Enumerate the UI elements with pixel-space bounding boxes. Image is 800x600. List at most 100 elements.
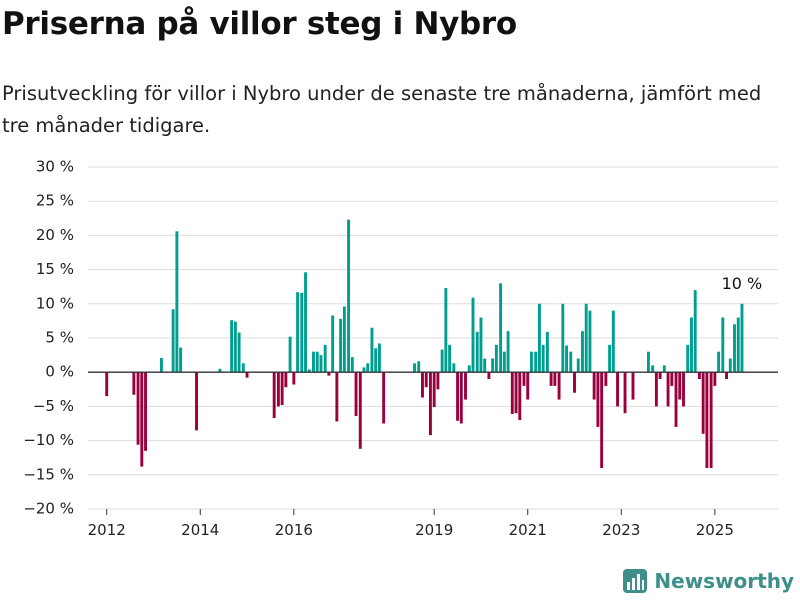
bar: [424, 372, 428, 388]
axes: 30 % 25 % 20 % 15 % 10 % 5 % 0 % −5 % −10 % −15 %…: [23, 158, 778, 539]
bar: [658, 372, 662, 380]
bar: [709, 372, 713, 468]
bar: [654, 372, 658, 407]
bar: [132, 372, 136, 395]
x-tick-label: 2021: [509, 521, 547, 539]
brand-name: Newsworthy: [654, 569, 794, 593]
bar: [358, 372, 362, 449]
y-tick-label: 15 %: [36, 260, 74, 278]
y-tick-label: 0 %: [45, 363, 74, 381]
bar: [678, 372, 682, 400]
bar: [526, 372, 530, 400]
latest-value-label: 10 %: [722, 274, 763, 293]
bar: [736, 317, 740, 373]
bar: [362, 367, 366, 373]
bar: [686, 344, 690, 373]
y-tick-label: 5 %: [45, 329, 74, 347]
bar: [237, 332, 241, 373]
bar: [701, 372, 705, 434]
bar: [342, 306, 346, 373]
bar: [218, 368, 222, 373]
bar: [288, 336, 292, 373]
newsworthy-logo-icon: [623, 569, 648, 593]
bar: [510, 372, 514, 414]
bar: [331, 315, 335, 373]
bar: [600, 372, 604, 468]
bar: [428, 372, 432, 436]
bar: [471, 297, 475, 373]
bar: [534, 351, 538, 373]
bar: [491, 358, 495, 373]
bar: [230, 320, 234, 373]
bar: [444, 288, 448, 373]
bar: [233, 321, 237, 373]
bar: [487, 372, 491, 380]
bar: [315, 351, 319, 373]
bar: [506, 331, 510, 373]
bar: [421, 372, 424, 398]
chart-subtitle: Prisutveckling för villor i Nybro under …: [2, 82, 762, 137]
bar: [140, 372, 144, 467]
bar: [452, 363, 456, 373]
bar: [440, 349, 444, 373]
bar: [549, 372, 553, 386]
x-tick-label: 2012: [88, 521, 126, 539]
bar: [339, 318, 343, 373]
bar: [530, 351, 533, 373]
bar: [307, 369, 311, 373]
bar: [518, 372, 522, 421]
bar: [483, 358, 487, 373]
bar: [300, 292, 304, 373]
bar: [537, 303, 541, 373]
bar: [728, 358, 732, 373]
bar: [596, 372, 600, 427]
grid-lines: [88, 166, 778, 510]
bar: [522, 372, 526, 386]
bar: [697, 372, 701, 380]
bar: [608, 344, 612, 373]
y-tick-label: −20 %: [23, 500, 74, 518]
bar: [350, 357, 354, 373]
bar: [713, 372, 717, 386]
y-tick-label: 25 %: [36, 192, 74, 210]
bar: [616, 372, 619, 407]
bar: [561, 303, 565, 373]
bar: [733, 324, 736, 373]
bar: [565, 345, 569, 373]
bar: [456, 372, 460, 421]
bar: [327, 372, 331, 376]
bar: [448, 344, 452, 373]
bar: [272, 372, 276, 419]
bar: [377, 343, 381, 373]
bar: [312, 351, 315, 373]
bar: [670, 372, 674, 386]
bar: [323, 344, 327, 373]
bar: [136, 372, 140, 445]
bar: [725, 372, 728, 380]
bar: [611, 310, 615, 373]
bar: [651, 365, 655, 373]
bar: [382, 372, 386, 424]
bar: [569, 351, 573, 373]
bar: [370, 327, 374, 373]
bar: [296, 292, 300, 373]
bar: [475, 331, 479, 373]
bar: [662, 365, 666, 373]
bar: [584, 303, 588, 373]
x-tick-label: 2016: [275, 521, 313, 539]
bar: [545, 331, 549, 373]
bar: [175, 231, 179, 373]
bar: [432, 372, 436, 408]
bar: [576, 358, 580, 373]
bar: [335, 372, 339, 422]
bar: [682, 372, 685, 407]
bar: [417, 361, 421, 373]
bar: [623, 372, 627, 414]
bar: [413, 363, 416, 373]
bar: [459, 372, 463, 424]
y-tick-label: 10 %: [36, 294, 74, 312]
x-tick-label: 2023: [602, 521, 640, 539]
brand: Newsworthy: [622, 568, 794, 594]
bar: [195, 372, 198, 431]
y-tick-label: 30 %: [36, 158, 74, 176]
